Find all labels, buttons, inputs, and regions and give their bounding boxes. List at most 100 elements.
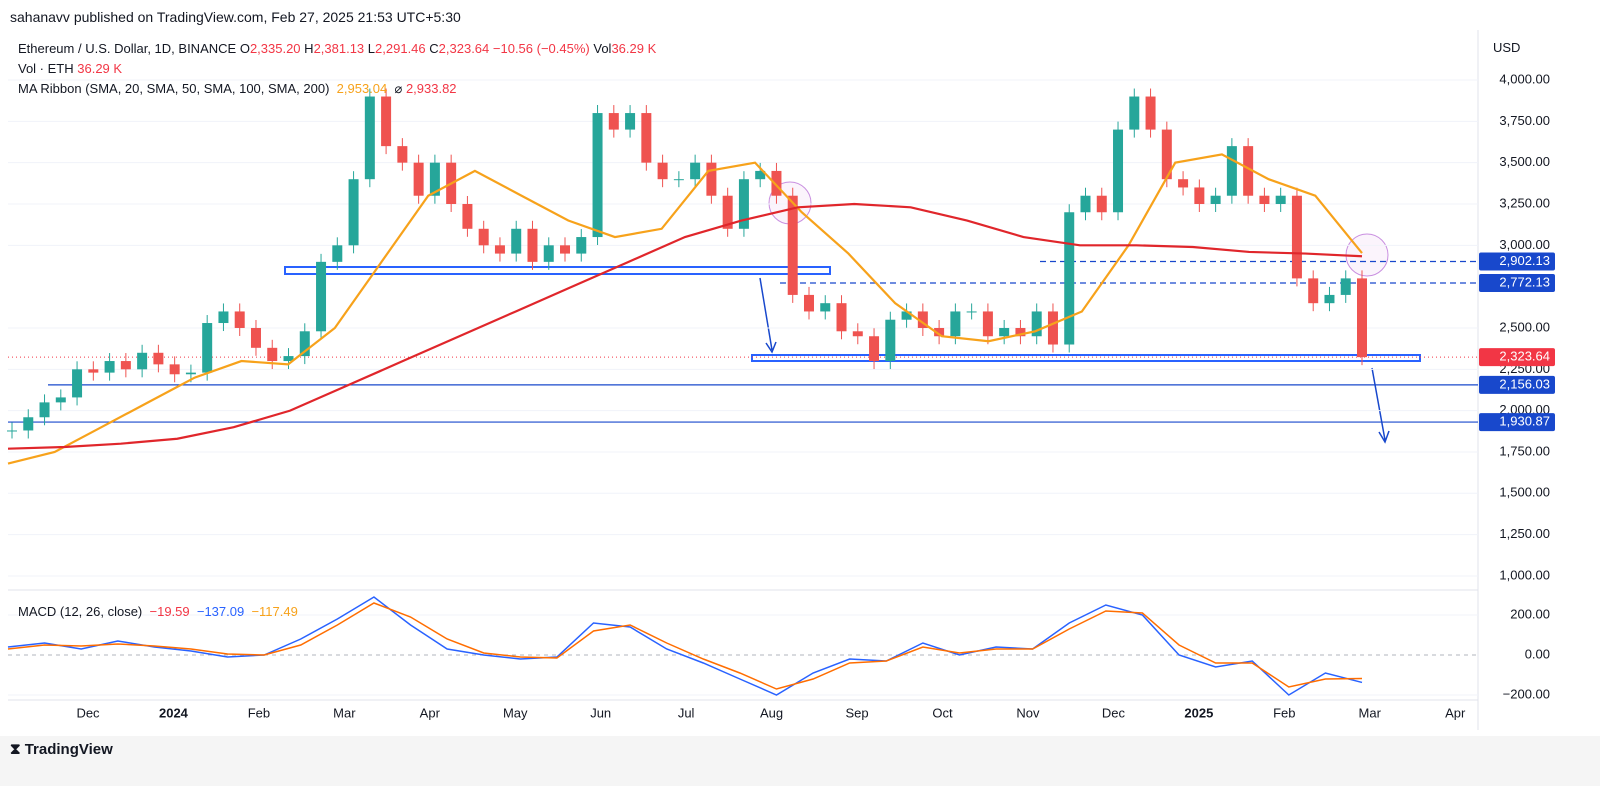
candle [55, 397, 66, 403]
y-tick-label: 1,750.00 [1499, 443, 1550, 458]
candle [478, 228, 489, 246]
price-label-box [1479, 348, 1555, 367]
l-label: L [367, 41, 376, 56]
candle [1113, 129, 1124, 213]
macd-value: −19.59 [149, 604, 190, 619]
candle [169, 364, 180, 375]
ma-line [7, 202, 1363, 450]
candle [1308, 278, 1319, 304]
candle [738, 179, 749, 229]
candle [1178, 179, 1189, 188]
o-label: O [239, 41, 250, 56]
y-tick-label: 2,000.00 [1499, 402, 1550, 417]
candle [267, 347, 278, 362]
x-tick-label: Dec [1102, 705, 1126, 720]
candle [1194, 187, 1205, 204]
change: −10.56 (−0.45%) [492, 41, 590, 56]
x-tick-label: Nov [1016, 705, 1040, 720]
y-tick-label: 3,750.00 [1499, 113, 1550, 128]
candle [88, 369, 99, 373]
candle [625, 113, 636, 130]
candle [1324, 294, 1335, 304]
candle [494, 245, 505, 254]
y-tick-label: 200.00 [1510, 606, 1550, 621]
x-tick-label: Mar [1359, 705, 1382, 720]
support-zone [751, 354, 1421, 362]
candle [332, 245, 343, 262]
candle [364, 96, 375, 180]
candle [641, 113, 652, 163]
candle [39, 402, 50, 418]
candle [950, 311, 961, 337]
candle [787, 195, 798, 295]
macd-line: MACD (12, 26, close) [18, 604, 143, 619]
x-tick-label: Feb [248, 705, 270, 720]
candle [299, 331, 310, 357]
x-tick-label: 2025 [1184, 705, 1213, 720]
price-label: 2,772.13 [1499, 274, 1550, 289]
price-label: 2,902.13 [1499, 253, 1550, 268]
published: sahanavv published on TradingView.com, F… [10, 9, 461, 25]
legend-row: Ethereum / U.S. Dollar, 1D, BINANCE O2,3… [18, 41, 656, 56]
x-tick-label: Mar [333, 705, 356, 720]
x-tick-label: May [503, 705, 528, 720]
candle [1080, 195, 1091, 213]
candle [1259, 195, 1270, 204]
macd-value: −137.09 [196, 604, 245, 619]
candle [348, 179, 359, 246]
candle [104, 361, 115, 373]
candle [202, 323, 213, 373]
price-label: 1,930.87 [1499, 414, 1550, 429]
candle [1210, 195, 1221, 204]
x-tick-label: Dec [76, 705, 100, 720]
ma-line [7, 153, 1363, 465]
candle [934, 327, 945, 337]
open: 2,335.20 [249, 41, 301, 56]
ma-line: MA Ribbon (SMA, 20, SMA, 50, SMA, 100, S… [18, 81, 330, 96]
candle [1226, 146, 1237, 196]
candle [1047, 311, 1058, 345]
candle [316, 261, 327, 332]
price-label-box [1479, 252, 1555, 271]
ma-row: MA Ribbon (SMA, 20, SMA, 50, SMA, 100, S… [18, 81, 457, 96]
candle [234, 311, 245, 328]
candle [397, 146, 408, 163]
vol: 36.29 K [611, 41, 657, 56]
y-tick-label: 3,250.00 [1499, 195, 1550, 210]
x-tick-label: Jun [590, 705, 611, 720]
candle [608, 113, 619, 130]
brand-text: TradingView [24, 741, 113, 758]
candle [771, 170, 782, 196]
candle [1340, 278, 1351, 295]
x-tick-label: Apr [1445, 705, 1466, 720]
candle [576, 237, 587, 254]
candle [1015, 327, 1026, 337]
footer [0, 736, 1600, 786]
price-label-box [1479, 273, 1555, 292]
candle [982, 311, 993, 337]
y-tick-label: 3,500.00 [1499, 154, 1550, 169]
candle [966, 311, 977, 313]
candle [1064, 212, 1075, 345]
x-tick-label: Aug [760, 705, 783, 720]
candle [690, 162, 701, 180]
y-tick-label: 4,000.00 [1499, 71, 1550, 86]
x-tick-label: Apr [420, 705, 441, 720]
candle [511, 228, 522, 254]
vol-line: Vol · ETH [18, 61, 74, 76]
candle [1243, 146, 1254, 196]
x-tick-label: Jul [678, 705, 695, 720]
candle [218, 311, 229, 324]
y-tick-label: 2,500.00 [1499, 319, 1550, 334]
candle [381, 96, 392, 147]
y-tick-label: 1,250.00 [1499, 526, 1550, 541]
ma-value: 2,933.82 [405, 81, 457, 96]
arrow [759, 277, 777, 354]
currency: USD [1493, 40, 1521, 55]
highlight-circle [1345, 233, 1389, 277]
candle [1161, 129, 1172, 180]
y-tick-label: 2,250.00 [1499, 361, 1550, 376]
candle [706, 162, 717, 196]
candle [803, 294, 814, 312]
